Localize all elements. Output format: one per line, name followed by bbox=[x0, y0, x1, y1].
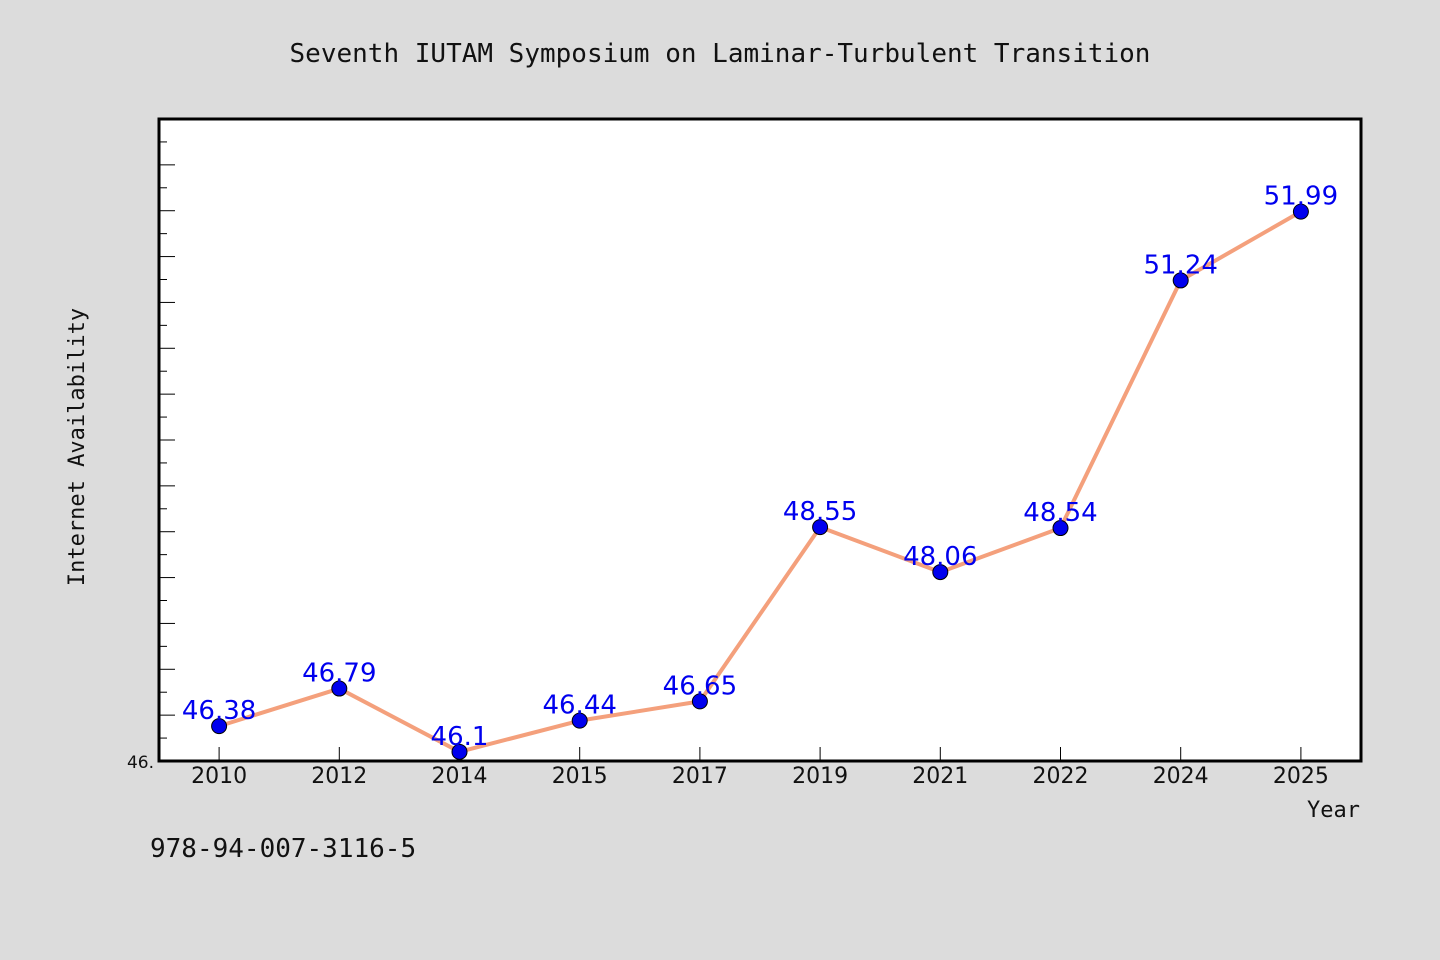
plot-area bbox=[157, 117, 1363, 763]
data-label: 46.79 bbox=[302, 659, 376, 689]
data-point bbox=[1292, 203, 1309, 220]
x-tick-label: 2021 bbox=[912, 764, 968, 789]
series-line-group bbox=[217, 209, 1303, 754]
data-point bbox=[691, 693, 708, 710]
data-point bbox=[812, 519, 829, 536]
data-point bbox=[571, 712, 588, 729]
y-tick-label: 46. bbox=[127, 753, 154, 773]
x-axis-ticks bbox=[218, 747, 1302, 761]
data-point bbox=[451, 743, 468, 760]
data-label: 46.44 bbox=[542, 691, 616, 721]
data-point bbox=[211, 718, 228, 735]
data-label: 46.1 bbox=[431, 722, 489, 752]
data-label: 46.38 bbox=[182, 696, 256, 726]
x-tick-label: 2024 bbox=[1153, 764, 1209, 789]
data-point bbox=[331, 680, 348, 697]
data-label: 51.99 bbox=[1264, 182, 1338, 212]
data-labels: 46.38 46.79 46.1 46.44 46.65 48.55 48.06 48.54 5… bbox=[182, 182, 1338, 752]
footer-identifier: 978-94-007-3116-5 bbox=[150, 834, 417, 864]
data-point bbox=[1172, 272, 1189, 289]
y-axis-ticks bbox=[159, 118, 175, 762]
x-axis-title: Year bbox=[1307, 798, 1360, 823]
x-tick-label: 2010 bbox=[191, 764, 247, 789]
y-axis-title: Internet Availability bbox=[65, 308, 90, 586]
x-tick-labels: 2010 2012 2014 2015 2017 2019 2021 2022 2024 2025 bbox=[191, 764, 1329, 789]
data-point bbox=[932, 564, 949, 581]
chart-title: Seventh IUTAM Symposium on Laminar-Turbu… bbox=[290, 39, 1151, 69]
data-label: 51.24 bbox=[1143, 250, 1217, 280]
x-tick-label: 2025 bbox=[1273, 764, 1329, 789]
data-label: 48.54 bbox=[1023, 498, 1097, 528]
x-tick-label: 2015 bbox=[552, 764, 608, 789]
data-label: 48.06 bbox=[903, 542, 977, 572]
data-label: 46.65 bbox=[663, 671, 737, 701]
x-tick-label: 2022 bbox=[1033, 764, 1089, 789]
data-markers bbox=[211, 203, 1309, 760]
x-tick-label: 2017 bbox=[672, 764, 728, 789]
data-point bbox=[1052, 520, 1069, 537]
x-tick-label: 2014 bbox=[432, 764, 488, 789]
x-tick-label: 2012 bbox=[311, 764, 367, 789]
data-label: 48.55 bbox=[783, 497, 857, 527]
series-line bbox=[217, 209, 1303, 754]
x-tick-label: 2019 bbox=[792, 764, 848, 789]
